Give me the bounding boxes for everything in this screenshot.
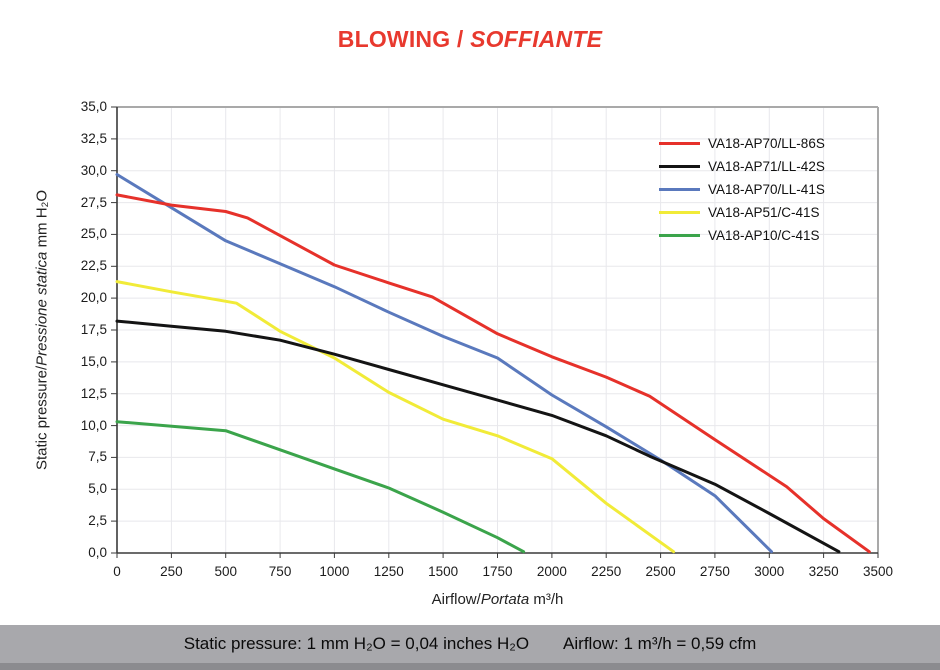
legend-line-swatch xyxy=(659,234,700,237)
x-tick-label: 2250 xyxy=(591,564,622,579)
legend-item: VA18-AP70/LL-86S xyxy=(659,132,825,155)
footer-bottom-strip xyxy=(0,663,940,670)
plot-svg xyxy=(111,106,879,558)
legend-line-swatch xyxy=(659,165,700,168)
x-tick-label: 1500 xyxy=(428,564,459,579)
footer-airflow-conversion: Airflow: 1 m³/h = 0,59 cfm xyxy=(563,634,757,653)
y-tick-label: 22,5 xyxy=(80,258,107,274)
y-tick-label: 17,5 xyxy=(80,322,107,337)
x-axis-title-it: Portata xyxy=(480,591,530,608)
y-tick-label: 0,0 xyxy=(88,545,107,560)
x-tick-label: 3500 xyxy=(862,564,894,579)
chart-area: 0,0 2,5 5,0 7,5 10,0 12,5 15,0 17,5 20,0 22,5 25,0… xyxy=(34,99,894,608)
legend-line-swatch xyxy=(659,211,700,214)
legend-label: VA18-AP10/C-41S xyxy=(708,228,820,243)
chart-title: BLOWING / SOFFIANTE xyxy=(0,26,940,53)
legend-item: VA18-AP10/C-41S xyxy=(659,224,825,247)
x-tick-label: 2500 xyxy=(645,564,676,579)
curve-VA18-AP10/C-41S xyxy=(115,420,526,554)
x-tick-label: 1250 xyxy=(373,564,404,579)
x-tick-label: 1750 xyxy=(482,564,513,579)
y-tick-label: 2,5 xyxy=(88,513,107,529)
y-tick-label: 15,0 xyxy=(80,353,107,369)
y-axis-title-unit: mm H₂O xyxy=(33,189,51,252)
footer-bar: Static pressure: 1 mm H₂O = 0,04 inches … xyxy=(0,625,940,670)
y-tick-label: 20,0 xyxy=(80,290,107,306)
curve-VA18-AP70/LL-86S xyxy=(115,193,871,554)
x-tick-label: 1000 xyxy=(319,564,350,579)
legend-line-swatch xyxy=(659,188,700,191)
y-axis-title-en: Static pressure/ xyxy=(33,365,51,471)
x-tick-label: 3000 xyxy=(754,564,785,579)
x-tick-label: 250 xyxy=(160,564,183,579)
x-tick-label: 3250 xyxy=(808,564,839,579)
y-tick-label: 12,5 xyxy=(80,385,107,401)
y-tick-label: 30,0 xyxy=(80,162,107,178)
x-axis-title-en: Airflow/ xyxy=(431,591,481,608)
x-tick-label: 0 xyxy=(113,564,121,579)
y-tick-label: 32,5 xyxy=(80,130,107,146)
chart-title-italic: SOFFIANTE xyxy=(463,26,603,52)
x-tick-label: 500 xyxy=(214,564,237,579)
y-tick-label: 10,0 xyxy=(80,417,107,433)
y-tick-label: 7,5 xyxy=(88,449,107,465)
legend-item: VA18-AP51/C-41S xyxy=(659,201,825,224)
legend-item: VA18-AP71/LL-42S xyxy=(659,155,825,178)
y-tick-label: 25,0 xyxy=(80,226,107,242)
legend-item: VA18-AP70/LL-41S xyxy=(659,178,825,201)
legend-label: VA18-AP70/LL-86S xyxy=(708,136,825,151)
y-tick-label: 27,5 xyxy=(80,194,107,210)
footer-pressure-conversion: Static pressure: 1 mm H₂O = 0,04 inches … xyxy=(183,634,530,653)
x-axis-title: Airflow/Portata m³/h xyxy=(117,591,878,608)
legend-label: VA18-AP51/C-41S xyxy=(708,205,820,220)
legend: VA18-AP70/LL-86S VA18-AP71/LL-42S VA18-AP7… xyxy=(659,132,825,247)
curve-VA18-AP71/LL-42S xyxy=(115,319,841,554)
chart-title-main: BLOWING / xyxy=(337,26,464,52)
curve-VA18-AP51/C-41S xyxy=(115,280,676,554)
y-tick-label: 35,0 xyxy=(80,99,107,114)
x-tick-label: 750 xyxy=(268,564,292,579)
x-tick-label: 2000 xyxy=(536,564,567,579)
legend-label: VA18-AP70/LL-41S xyxy=(708,182,825,197)
y-tick-label: 5,0 xyxy=(88,481,107,497)
y-axis-title-it: Pressione statica xyxy=(33,251,51,366)
legend-line-swatch xyxy=(659,142,700,145)
x-tick-label: 2750 xyxy=(699,564,730,579)
legend-label: VA18-AP71/LL-42S xyxy=(708,159,825,174)
x-axis-title-unit: m³/h xyxy=(529,591,564,608)
y-axis-title: Static pressure/Pressione statica mm H₂O xyxy=(34,190,51,470)
